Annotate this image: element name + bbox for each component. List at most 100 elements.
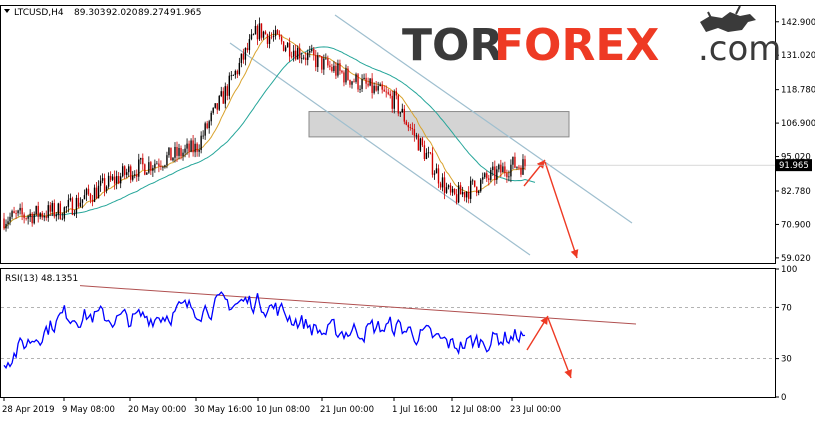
candle [196,142,198,157]
candle [337,59,339,78]
candle [17,209,19,217]
candle [206,120,208,130]
candle [95,181,98,200]
candle [194,137,196,158]
candle [188,140,190,158]
ma-slow-line [3,46,536,229]
candle [421,137,424,147]
candle [443,171,446,200]
time-tick-label: 9 May 08:00 [62,405,115,415]
current-price-badge: 91.965 [776,159,812,172]
candle [170,147,172,161]
candle [417,133,420,151]
candle [33,211,35,225]
candle [457,181,460,204]
candle [180,145,182,160]
time-tick-label: 28 Apr 2019 [2,405,55,415]
candle [59,200,62,220]
candle [276,29,279,35]
candle [134,170,136,179]
candle [198,144,200,157]
candle [492,161,494,176]
high-value: 92.020 [106,8,138,18]
candle [200,131,202,154]
candle [359,85,361,94]
channel-upper-line [334,14,633,224]
candle [41,210,43,221]
candle [494,160,496,186]
candle [109,171,112,182]
candle [280,34,283,45]
candle [329,60,331,71]
price-tick-label: 131.020 [781,51,815,61]
logo-com-text: .com [698,29,781,69]
candle [119,172,122,189]
candle [286,42,289,48]
candle [31,212,33,227]
candle [35,205,37,217]
candle [500,159,502,178]
candle [156,160,158,165]
candle [282,41,285,52]
candle [484,172,486,179]
candle [172,157,174,162]
candle [11,209,13,220]
candle [236,69,239,79]
candle [478,189,480,196]
candle [301,52,303,64]
candle [455,189,458,205]
candle [97,180,100,199]
candle [166,151,168,169]
candle [309,45,311,58]
candle [441,173,444,192]
candle [49,202,51,216]
rsi-tick-label: 100 [781,265,797,275]
candle [395,87,397,100]
candle [115,170,118,190]
candle [15,210,17,219]
candle [85,187,88,202]
candle [152,165,154,177]
candle [327,55,329,68]
candle [345,64,347,85]
candle [3,212,5,231]
candle [168,147,170,158]
candle [471,178,474,185]
candle [254,20,257,35]
candle [415,132,418,140]
candle [250,29,253,41]
candle [260,23,263,41]
candle [19,203,21,215]
candle [77,192,80,209]
candle [437,164,440,189]
candle [5,219,7,232]
candle [447,184,450,190]
candle [91,194,94,207]
candle [47,201,49,222]
bull-bear-icon [700,5,756,32]
candle [174,142,176,163]
candle [246,42,249,53]
rsi-line [3,291,526,370]
candle [393,89,395,114]
candle [73,209,76,217]
candle [226,84,228,101]
candle [21,202,23,221]
candle [214,103,216,109]
candle [435,163,438,174]
candle [510,159,512,183]
current-price-label: 91.965 [779,161,809,171]
candle [341,69,343,74]
candle [524,155,526,171]
price-header: LTCUSD,H4 89.303 92.020 89.274 91.965 [4,8,202,18]
candle [83,189,86,200]
candle [99,175,102,192]
candle [439,181,442,190]
candle [373,82,375,95]
candle [242,48,245,64]
candle [433,170,436,180]
candle [319,55,321,58]
candle [272,29,275,42]
candle [123,165,126,179]
